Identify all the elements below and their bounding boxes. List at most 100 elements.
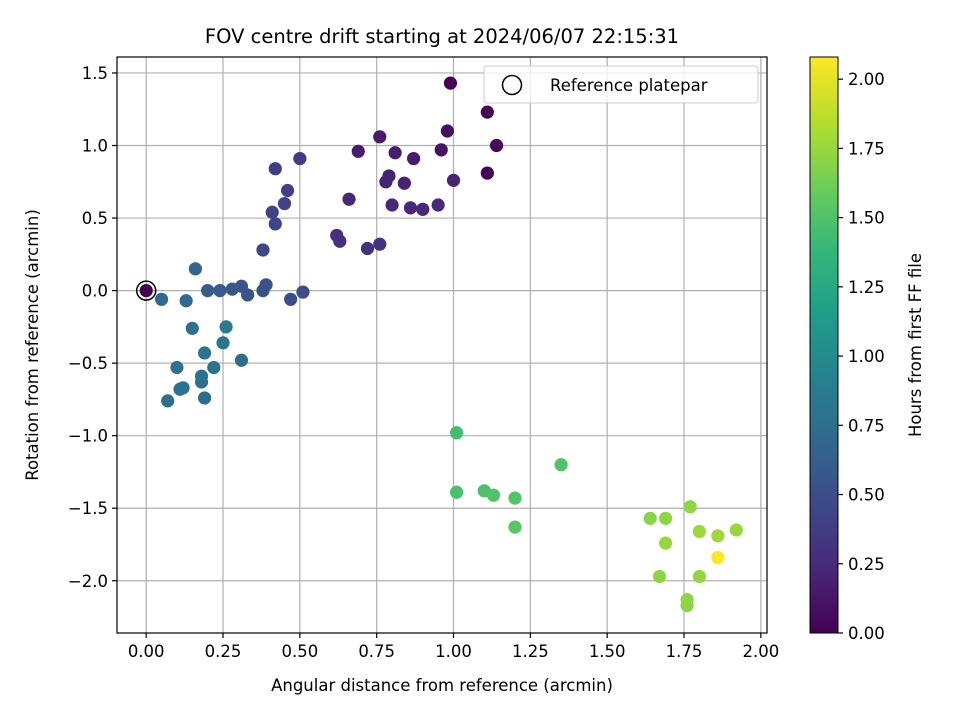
data-point xyxy=(185,321,199,335)
data-point xyxy=(373,237,387,251)
data-point xyxy=(434,143,448,157)
colorbar: 0.00 0.25 0.50 0.75 1.00 1.25 1.50 1.75 2.00 Hou… xyxy=(809,56,925,643)
x-tick-label: 1.25 xyxy=(512,642,549,661)
data-point xyxy=(268,162,282,176)
data-point xyxy=(379,175,393,189)
colorbar-tick-label: 0.25 xyxy=(848,555,885,574)
x-axis-label: Angular distance from reference (arcmin) xyxy=(271,676,613,695)
data-point xyxy=(197,391,212,405)
data-point xyxy=(333,234,347,248)
data-point xyxy=(225,282,239,296)
data-point xyxy=(449,426,464,440)
data-point xyxy=(197,346,212,360)
legend-label: Reference platepar xyxy=(550,76,708,95)
x-tick-label: 0.25 xyxy=(205,642,242,661)
y-tick-label: −0.5 xyxy=(68,354,108,373)
data-point xyxy=(397,176,411,190)
colorbar-label: Hours from first FF file xyxy=(906,253,925,437)
colorbar-ticks: 0.00 0.25 0.50 0.75 1.00 1.25 1.50 1.75 2.00 xyxy=(838,70,885,643)
data-point xyxy=(652,569,667,584)
data-point xyxy=(351,144,365,158)
data-point xyxy=(680,598,694,613)
data-point xyxy=(342,192,356,206)
data-point xyxy=(449,485,464,499)
data-point xyxy=(406,151,421,166)
legend-box xyxy=(483,65,759,104)
data-point xyxy=(360,241,375,256)
data-point xyxy=(188,262,202,276)
data-point xyxy=(170,360,184,375)
data-points xyxy=(139,76,743,613)
colorbar-tick-label: 0.75 xyxy=(848,416,885,435)
data-point xyxy=(440,124,454,138)
data-point xyxy=(256,283,270,298)
colorbar-tick-label: 2.00 xyxy=(848,70,885,89)
data-point xyxy=(213,283,227,298)
data-point xyxy=(284,292,298,306)
data-point xyxy=(194,375,209,389)
data-point xyxy=(139,283,153,298)
data-point xyxy=(388,146,402,160)
data-point xyxy=(161,394,175,408)
data-point xyxy=(234,353,249,367)
data-point xyxy=(268,217,282,231)
x-tick-label: 0.00 xyxy=(128,642,165,661)
y-tick-label: −1.5 xyxy=(68,499,108,518)
data-point xyxy=(480,166,494,180)
data-point xyxy=(219,320,233,334)
data-point xyxy=(692,569,706,584)
data-point xyxy=(179,294,193,308)
data-point xyxy=(692,524,706,539)
data-point xyxy=(385,198,399,212)
colorbar-gradient xyxy=(809,56,839,634)
data-point xyxy=(489,138,504,153)
data-point xyxy=(207,360,221,375)
data-point xyxy=(658,511,673,525)
reference-marker-layer xyxy=(135,280,157,301)
x-tick-label: 1.00 xyxy=(435,642,472,661)
y-tick-label: −1.0 xyxy=(68,427,108,446)
data-point xyxy=(480,105,494,119)
colorbar-tick-label: 1.25 xyxy=(848,278,885,297)
colorbar-tick-label: 0.00 xyxy=(848,624,885,643)
legend: Reference platepar xyxy=(483,65,759,104)
colorbar-tick-label: 1.75 xyxy=(848,139,885,158)
legend-marker-icon xyxy=(501,74,523,96)
colorbar-tick-label: 0.50 xyxy=(848,486,885,505)
data-point xyxy=(554,458,568,472)
data-point xyxy=(154,292,169,306)
data-point xyxy=(277,196,292,211)
data-point xyxy=(508,520,522,534)
y-tick-label: 0.5 xyxy=(82,209,108,228)
plot-frame xyxy=(116,56,768,634)
data-point xyxy=(508,491,522,505)
data-point xyxy=(431,198,445,212)
colorbar-tick-label: 1.50 xyxy=(848,209,885,228)
colorbar-tick-label: 1.00 xyxy=(848,347,885,366)
data-point xyxy=(711,529,725,543)
y-axis-ticks: 1.5 1.0 0.5 0.0 −0.5 −1.0 −1.5 −2.0 xyxy=(68,64,117,591)
data-point xyxy=(683,500,697,514)
data-point xyxy=(216,336,230,350)
y-axis-label: Rotation from reference (arcmin) xyxy=(23,209,42,481)
x-tick-label: 1.50 xyxy=(589,642,626,661)
x-axis-ticks: 0.00 0.25 0.50 0.75 1.00 1.25 1.50 1.75 2.00 xyxy=(128,633,779,661)
data-point xyxy=(446,173,461,187)
data-point xyxy=(416,202,430,216)
data-point xyxy=(711,550,725,565)
data-point xyxy=(201,283,215,298)
x-tick-label: 0.50 xyxy=(281,642,318,661)
chart-title: FOV centre drift starting at 2024/06/07 … xyxy=(205,25,679,48)
data-point xyxy=(293,151,307,166)
data-point xyxy=(729,523,743,537)
data-point xyxy=(403,201,418,215)
x-tick-label: 2.00 xyxy=(742,642,779,661)
reference-platepar-marker xyxy=(135,280,157,301)
data-point xyxy=(443,76,458,90)
data-point xyxy=(256,243,270,257)
grid xyxy=(117,57,767,633)
y-tick-label: 1.0 xyxy=(82,137,108,156)
y-tick-label: 1.5 xyxy=(82,64,108,83)
data-point xyxy=(486,488,501,502)
